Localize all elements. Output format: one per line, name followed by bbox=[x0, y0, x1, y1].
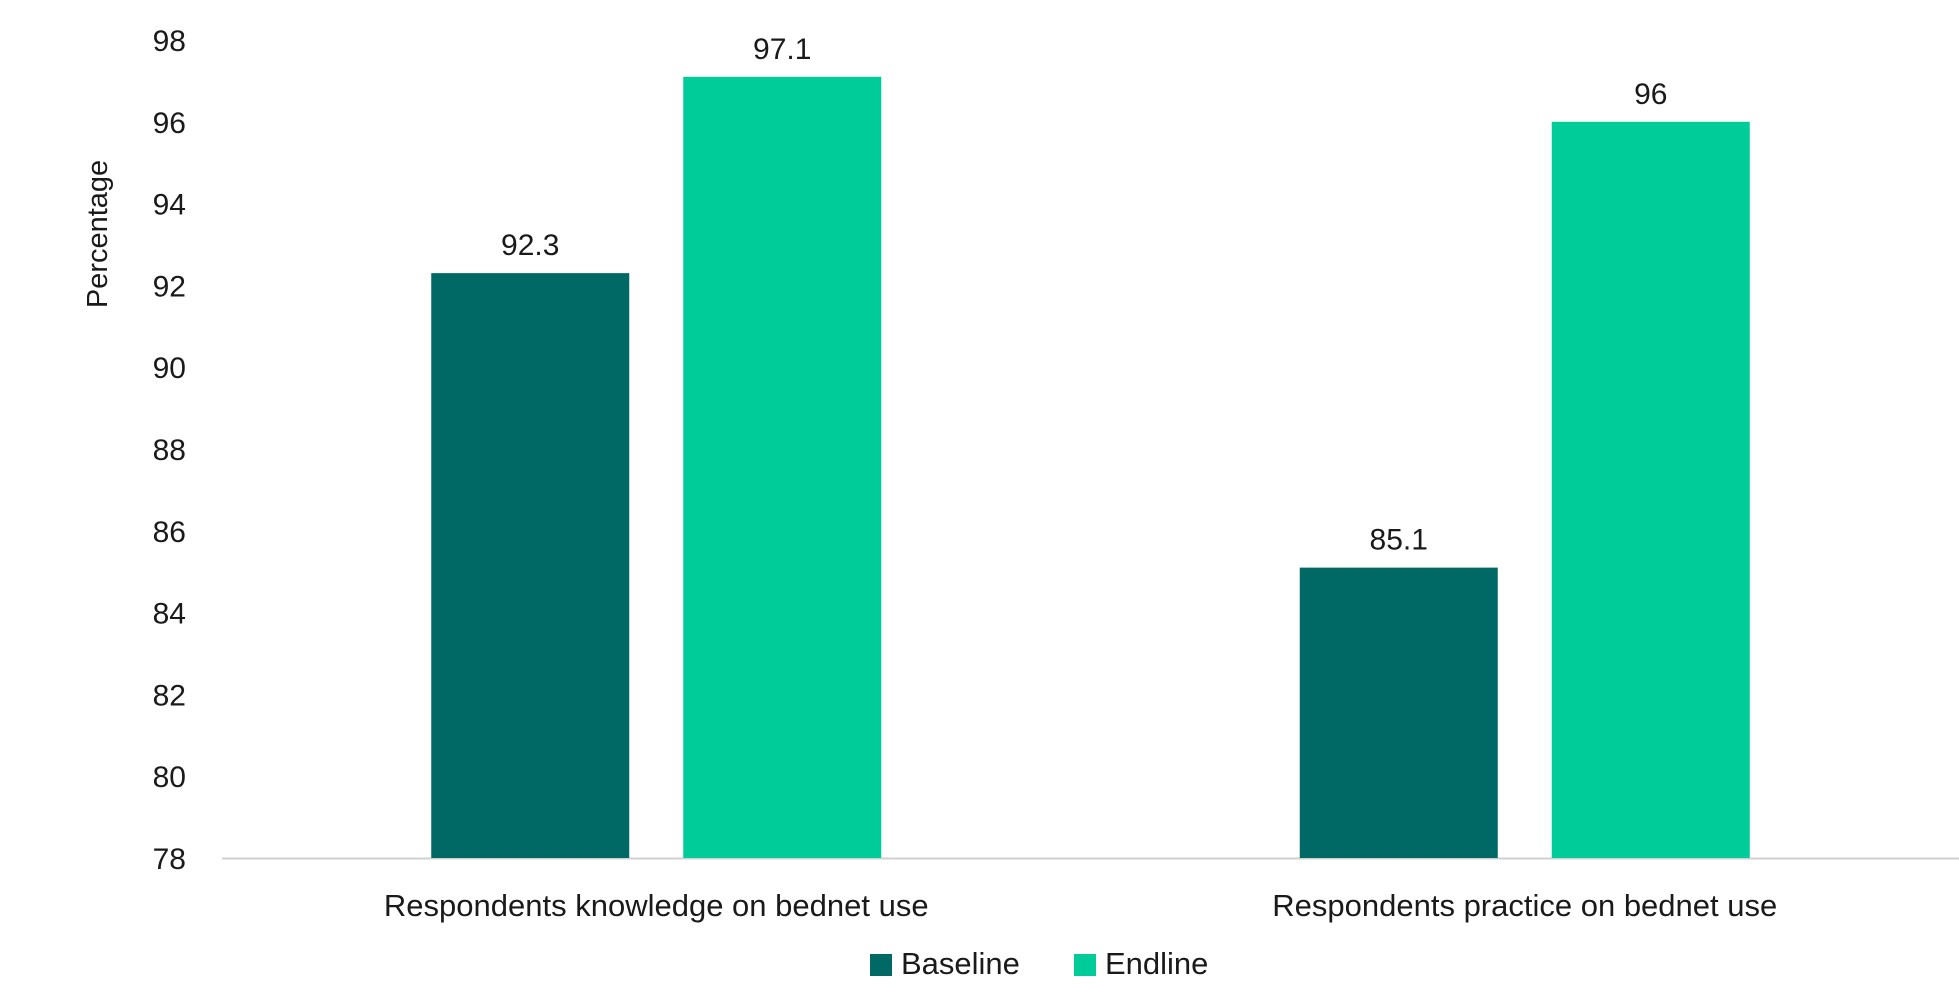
data-label-baseline-2: 85.1 bbox=[1370, 524, 1428, 557]
y-tick-label: 98 bbox=[153, 25, 186, 58]
category-labels-group: Respondents knowledge on bednet use Respo… bbox=[384, 888, 1777, 923]
y-tick-label: 90 bbox=[153, 352, 186, 385]
bar-baseline-2 bbox=[1299, 567, 1498, 858]
bar-endline-1 bbox=[683, 76, 882, 858]
data-label-endline-1: 97.1 bbox=[753, 33, 811, 66]
y-tick-label: 94 bbox=[153, 189, 186, 222]
data-label-endline-2: 96 bbox=[1634, 78, 1667, 111]
legend: Baseline Endline bbox=[870, 946, 1208, 981]
data-label-baseline-1: 92.3 bbox=[501, 229, 559, 262]
legend-swatch-endline bbox=[1074, 954, 1096, 976]
y-tick-label: 82 bbox=[153, 679, 186, 712]
y-axis-ticks: 78 80 82 84 86 88 90 92 94 96 98 bbox=[153, 25, 186, 876]
y-tick-label: 78 bbox=[153, 843, 186, 876]
category-label: Respondents practice on bednet use bbox=[1272, 888, 1777, 923]
y-axis-title: Percentage bbox=[82, 160, 114, 308]
y-tick-label: 88 bbox=[153, 434, 186, 467]
data-labels-group: 92.3 97.1 85.1 96 bbox=[501, 33, 1667, 557]
legend-label-baseline: Baseline bbox=[901, 946, 1020, 981]
y-tick-label: 96 bbox=[153, 107, 186, 140]
y-tick-label: 80 bbox=[153, 761, 186, 794]
bars-group bbox=[431, 76, 1750, 859]
category-label: Respondents knowledge on bednet use bbox=[384, 888, 929, 923]
y-tick-label: 84 bbox=[153, 598, 186, 631]
legend-swatch-baseline bbox=[870, 954, 892, 976]
y-tick-label: 86 bbox=[153, 516, 186, 549]
bar-endline-2 bbox=[1551, 121, 1750, 859]
y-tick-label: 92 bbox=[153, 270, 186, 303]
legend-label-endline: Endline bbox=[1105, 946, 1208, 981]
bar-baseline-1 bbox=[431, 273, 630, 858]
